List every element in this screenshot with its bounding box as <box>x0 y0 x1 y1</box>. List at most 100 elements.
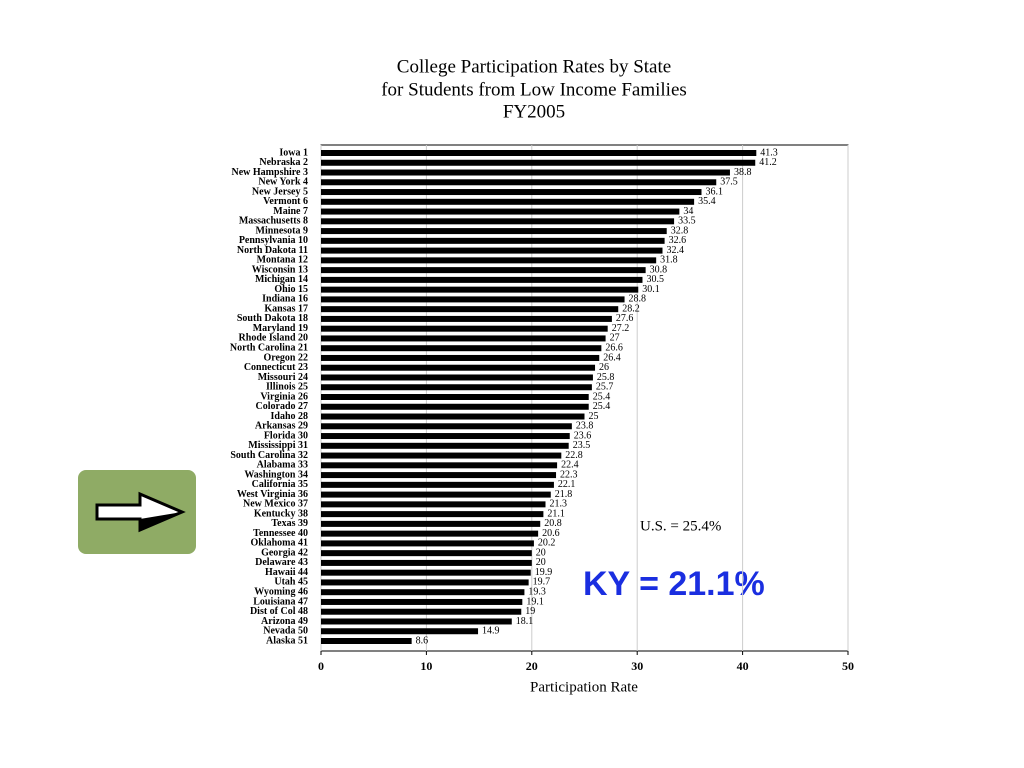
bar <box>321 276 643 283</box>
bar <box>321 335 606 342</box>
y-tick-label: West Virginia 36 <box>237 489 308 500</box>
value-label: 21.8 <box>555 489 573 500</box>
y-tick-label: Ohio 15 <box>274 284 308 295</box>
y-tick-label: Montana 12 <box>257 255 308 266</box>
bar <box>321 491 551 498</box>
value-label: 34 <box>683 206 693 217</box>
value-label: 25.8 <box>597 372 615 383</box>
y-tick-label: Kansas 17 <box>264 303 308 314</box>
y-tick-label: Pennsylvania 10 <box>239 235 308 246</box>
bar <box>321 189 702 196</box>
bar <box>321 433 570 440</box>
bar <box>321 530 539 537</box>
y-tick-label: Missouri 24 <box>258 372 308 383</box>
y-tick-label: Virginia 26 <box>260 391 308 402</box>
y-tick-label: Connecticut 23 <box>244 362 308 373</box>
value-label: 35.4 <box>698 196 716 207</box>
y-tick-label: Oregon 22 <box>263 352 308 363</box>
y-tick-label: Maryland 19 <box>253 323 308 334</box>
value-label: 25.4 <box>593 401 611 412</box>
bar <box>321 169 730 176</box>
value-label: 22.4 <box>561 460 579 471</box>
bar <box>321 257 657 264</box>
y-tick-label: Minnesota 9 <box>256 225 309 236</box>
value-label: 21.3 <box>550 499 568 510</box>
bar <box>321 511 544 518</box>
bar <box>321 267 646 274</box>
value-label: 26.4 <box>603 352 621 363</box>
y-tick-label: Alabama 33 <box>257 460 308 471</box>
value-label: 14.9 <box>482 626 500 637</box>
value-label: 41.3 <box>760 147 778 158</box>
value-label: 19.9 <box>535 567 553 578</box>
x-tick-label: 0 <box>318 659 324 673</box>
value-label: 20 <box>536 547 546 558</box>
bar <box>321 179 717 186</box>
chart-title: College Participation Rates by State <box>397 56 671 77</box>
y-tick-label: Alaska 51 <box>266 635 308 646</box>
y-tick-label: New Hampshire 3 <box>232 167 308 178</box>
y-tick-label: Hawaii 44 <box>265 567 308 578</box>
value-label: 27 <box>610 333 620 344</box>
y-tick-label: Tennessee 40 <box>253 528 308 539</box>
bar <box>321 325 608 332</box>
value-label: 25.4 <box>593 391 611 402</box>
x-tick-label: 50 <box>842 659 854 673</box>
bar <box>321 237 665 244</box>
chart-title: FY2005 <box>503 101 565 122</box>
bar <box>321 550 532 557</box>
bar <box>321 589 525 596</box>
value-label: 23.6 <box>574 430 592 441</box>
y-tick-label: Wyoming 46 <box>254 586 308 597</box>
value-label: 26 <box>599 362 609 373</box>
bar <box>321 228 667 235</box>
bar <box>321 423 572 430</box>
y-tick-label: California 35 <box>252 479 308 490</box>
value-label: 30.1 <box>642 284 660 295</box>
y-tick-label: New York 4 <box>258 177 308 188</box>
y-tick-label: Colorado 27 <box>256 401 309 412</box>
bar <box>321 345 602 352</box>
value-label: 28.2 <box>622 303 640 314</box>
value-label: 19.7 <box>533 577 551 588</box>
value-label: 30.5 <box>646 274 664 285</box>
x-tick-label: 30 <box>631 659 643 673</box>
value-label: 22.1 <box>558 479 576 490</box>
x-tick-label: 10 <box>420 659 432 673</box>
y-tick-label: Massachusetts 8 <box>239 216 308 227</box>
bar <box>321 374 593 381</box>
value-label: 38.8 <box>734 167 752 178</box>
bar <box>321 540 534 547</box>
y-tick-label: North Dakota 11 <box>237 245 308 256</box>
bar <box>321 608 522 615</box>
bar <box>321 286 639 293</box>
value-label: 20.2 <box>538 538 556 549</box>
value-label: 19.3 <box>528 586 546 597</box>
y-tick-label: Mississippi 31 <box>248 440 308 451</box>
bar <box>321 520 541 527</box>
value-label: 32.8 <box>671 225 689 236</box>
x-axis-label: Participation Rate <box>530 679 638 695</box>
bar <box>321 501 546 508</box>
value-label: 22.3 <box>560 469 578 480</box>
bar <box>321 618 512 625</box>
value-label: 36.1 <box>705 186 723 197</box>
y-tick-label: Illinois 25 <box>266 382 308 393</box>
value-label: 32.6 <box>669 235 687 246</box>
bar <box>321 159 756 166</box>
bar <box>321 150 757 156</box>
bar <box>321 218 675 225</box>
y-tick-label: Arizona 49 <box>261 616 308 627</box>
bar <box>321 569 531 576</box>
y-tick-label: Oklahoma 41 <box>250 538 308 549</box>
bar <box>321 354 600 361</box>
y-tick-label: Washington 34 <box>244 469 308 480</box>
value-label: 22.8 <box>565 450 583 461</box>
value-label: 30.8 <box>650 264 668 275</box>
y-tick-label: Maine 7 <box>273 206 308 217</box>
value-label: 25.7 <box>596 382 614 393</box>
value-label: 41.2 <box>759 157 777 168</box>
bar <box>321 296 625 303</box>
y-tick-label: Iowa 1 <box>279 147 308 158</box>
